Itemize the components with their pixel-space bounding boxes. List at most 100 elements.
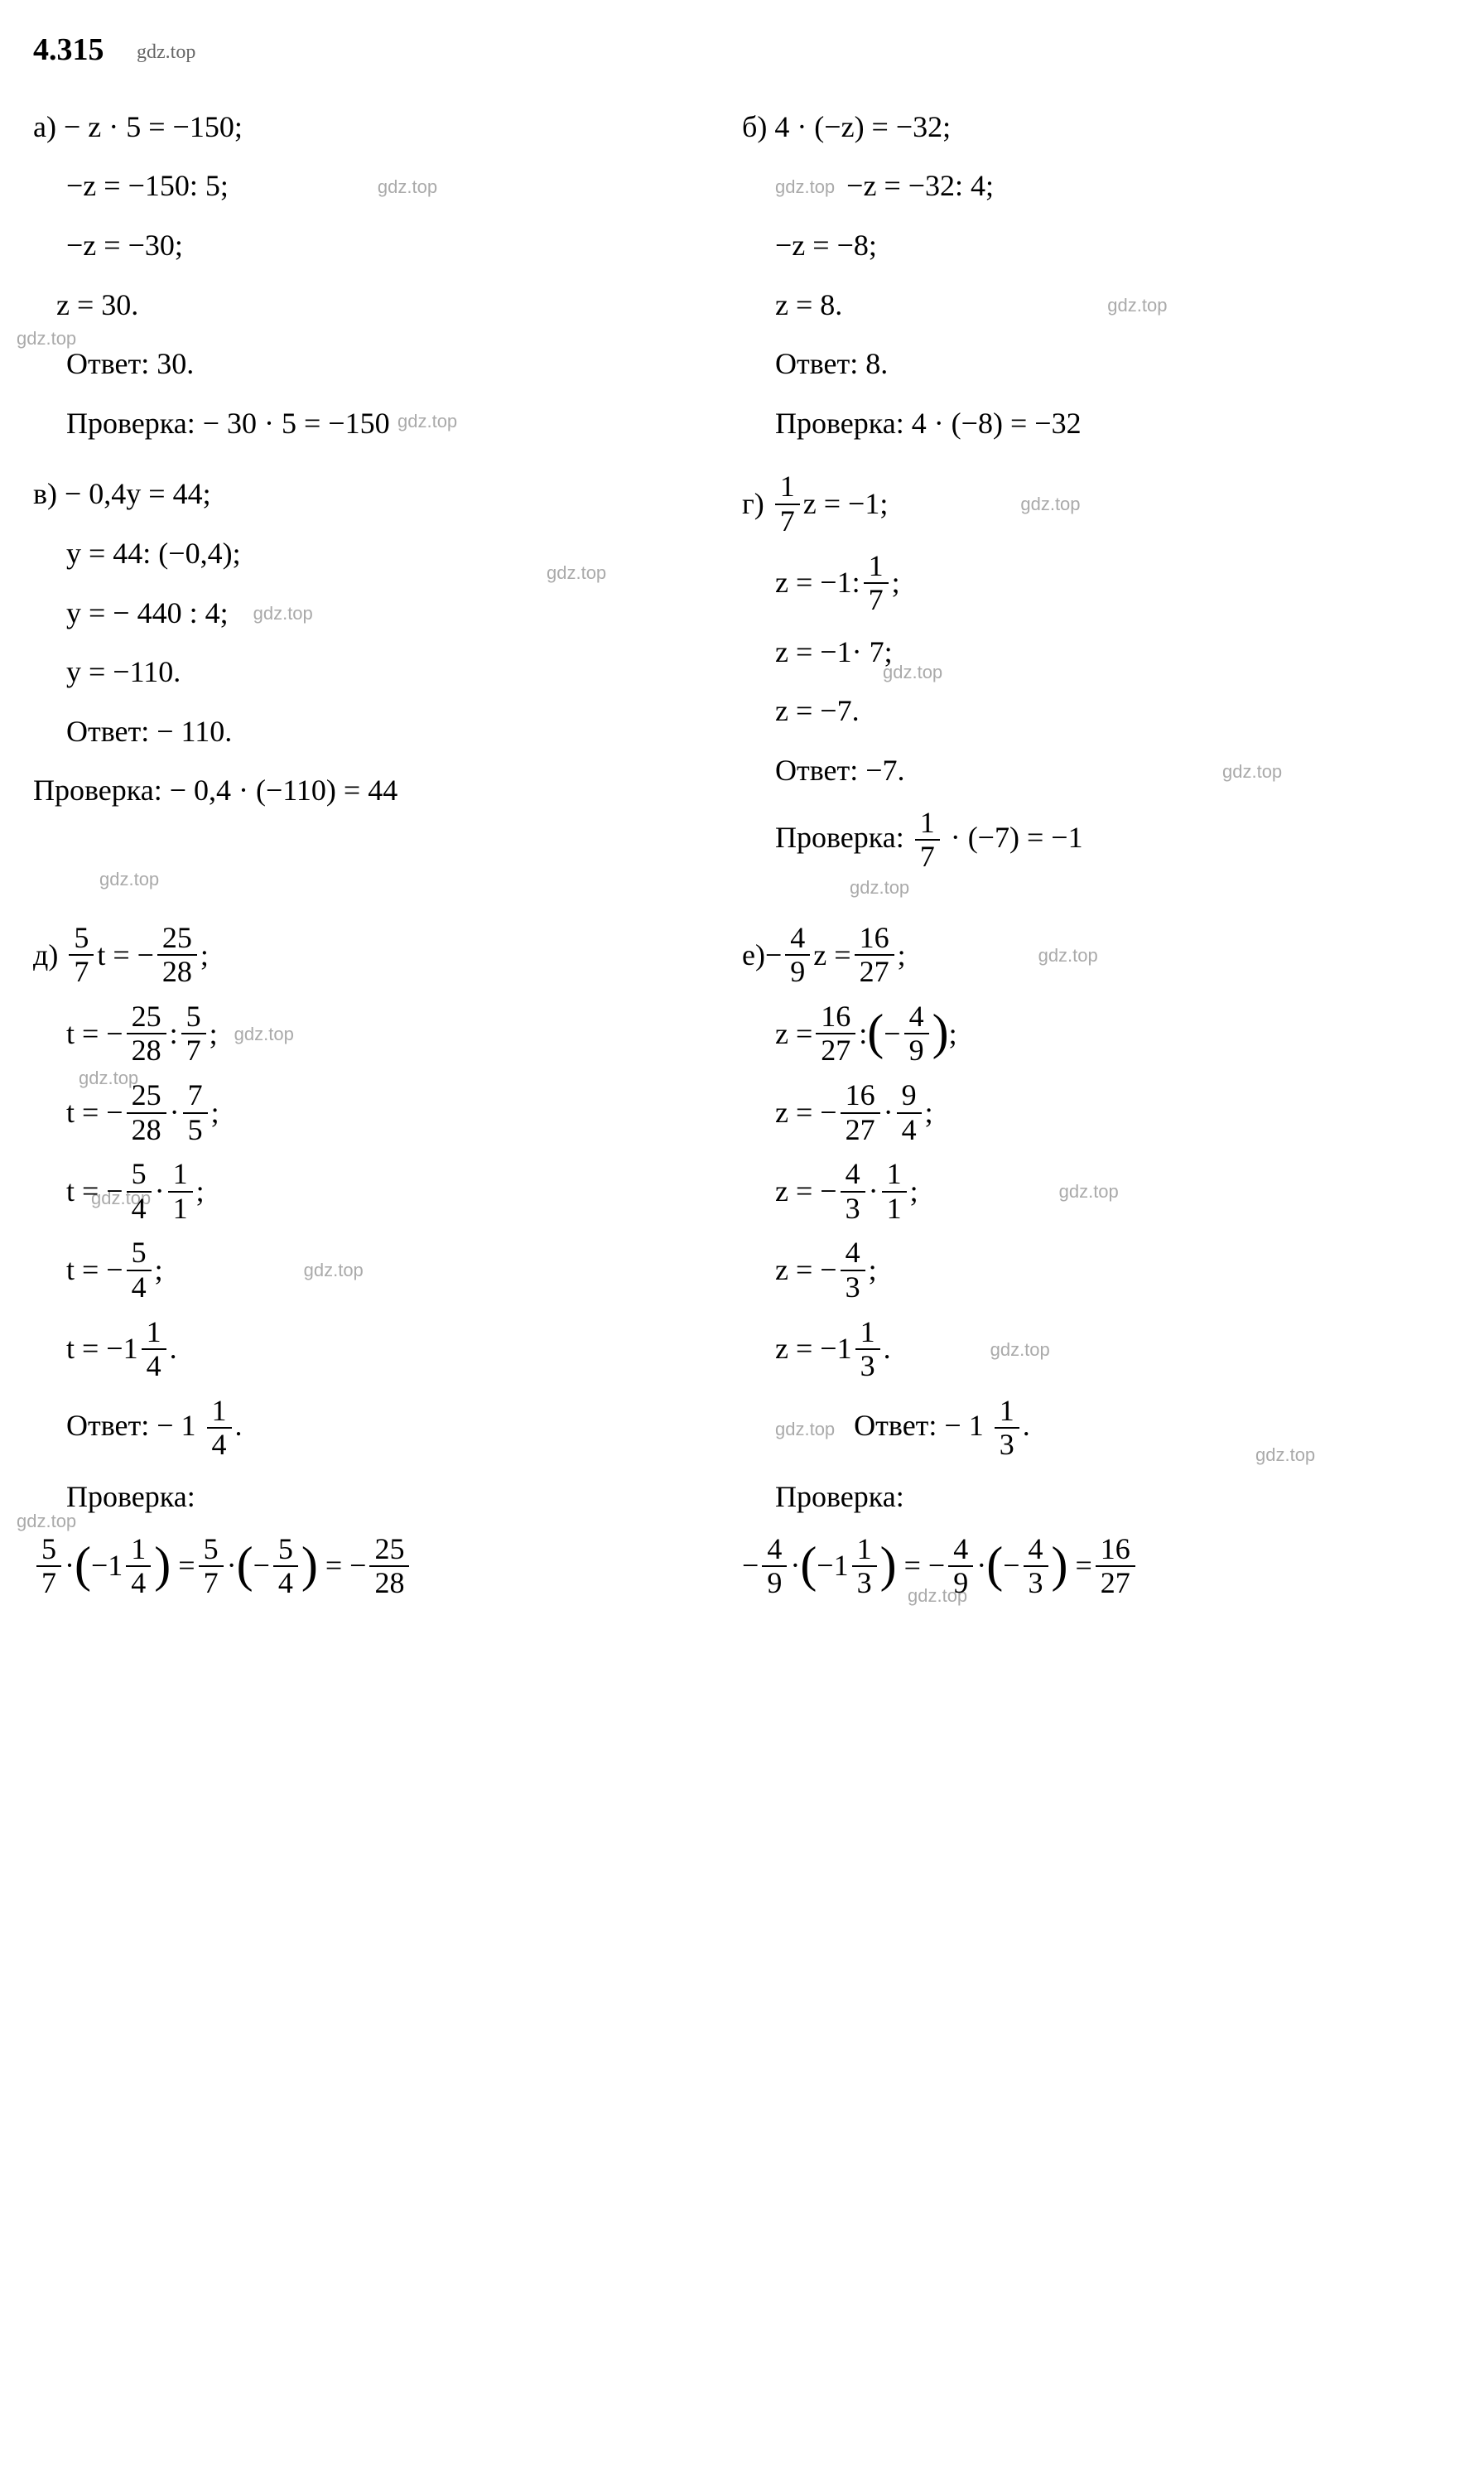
fraction: 75 <box>183 1079 208 1146</box>
watermark: gdz.top <box>398 407 457 436</box>
frac-num: 1 <box>852 1533 877 1568</box>
frac-den: 28 <box>369 1567 409 1600</box>
fraction: 14 <box>207 1395 232 1462</box>
e-check-label: Проверка: <box>775 1473 1451 1521</box>
frac-num: 4 <box>785 922 810 957</box>
a-line1: а) − z · 5 = −150; <box>33 104 742 152</box>
e-eq3a: z = − <box>775 1089 837 1137</box>
d-check-eq: 57 · (−114) = 57 · (−54) = − 2528 <box>33 1533 742 1600</box>
fraction: 17 <box>915 807 940 874</box>
fraction: 2528 <box>127 1079 166 1146</box>
frac-num: 5 <box>127 1237 152 1271</box>
v-label: в) <box>33 470 57 518</box>
paren-close: ) <box>301 1547 318 1582</box>
frac-den: 7 <box>69 956 94 989</box>
e-eq3b: · <box>884 1089 894 1137</box>
paren-close: ) <box>880 1547 897 1582</box>
frac-num: 1 <box>864 550 889 585</box>
frac-den: 1 <box>882 1193 907 1226</box>
op: = − <box>325 1542 367 1590</box>
d-line2: t = − 2528 : 57; gdz.top <box>66 1000 742 1068</box>
frac-den: 9 <box>762 1567 787 1600</box>
fraction: 1627 <box>841 1079 880 1146</box>
frac-num: 1 <box>995 1395 1019 1429</box>
a-line2: −z = −150: 5; gdz.top <box>66 162 742 210</box>
paren-open: ( <box>237 1547 253 1582</box>
d-answer: Ответ: − 1 14. <box>66 1395 742 1462</box>
watermark: gdz.top <box>253 599 313 628</box>
op: = <box>1075 1542 1091 1590</box>
watermark: gdz.top <box>17 1507 76 1535</box>
d-eq2b: : <box>170 1010 178 1058</box>
v-check: Проверка: − 0,4 · (−110) = 44 <box>33 767 742 815</box>
frac-num: 1 <box>882 1158 907 1193</box>
frac-num: 1 <box>126 1533 151 1568</box>
b-eq2: −z = −32: 4; <box>846 162 994 210</box>
frac-den: 7 <box>775 505 800 538</box>
b-eq3: −z = −8; <box>775 222 877 270</box>
d-eq4b: · <box>155 1168 165 1216</box>
frac-den: 7 <box>864 584 889 617</box>
d-line5: t = − 54; gdz.top <box>66 1237 742 1304</box>
e-eq1b: z = <box>813 932 850 980</box>
fraction: 43 <box>1024 1533 1048 1600</box>
frac-den: 5 <box>183 1114 208 1147</box>
e-line1: е) − 49 z = 1627; gdz.top <box>742 922 1451 989</box>
frac-den: 7 <box>36 1567 61 1600</box>
row-vg: в) − 0,4y = 44; y = 44: (−0,4); y = − 44… <box>33 459 1451 885</box>
fraction: 2528 <box>369 1533 409 1600</box>
op: = − <box>904 1542 946 1590</box>
frac-den: 7 <box>915 841 940 874</box>
watermark: gdz.top <box>234 1020 294 1049</box>
g-line3: z = −1· 7; <box>775 629 1451 677</box>
watermark: gdz.top <box>1255 1440 1315 1469</box>
op: − <box>742 1542 759 1590</box>
frac-num: 5 <box>273 1533 298 1568</box>
frac-num: 1 <box>915 807 940 841</box>
b-label: б) <box>742 104 767 152</box>
fraction: 54 <box>273 1533 298 1600</box>
a-label: а) <box>33 104 56 152</box>
paren-close: ) <box>154 1547 171 1582</box>
frac-num: 25 <box>369 1533 409 1568</box>
a-eq4: z = 30. <box>56 282 138 330</box>
d-line4: t = − 54 · 11; <box>66 1158 742 1225</box>
part-b: б) 4 · (−z) = −32; gdz.top −z = −32: 4; … <box>742 92 1451 460</box>
paren-open: ( <box>75 1547 91 1582</box>
watermark: gdz.top <box>1222 757 1282 786</box>
op: · <box>976 1542 986 1590</box>
frac-den: 4 <box>207 1429 232 1462</box>
v-eq1: − 0,4y = 44; <box>65 470 211 518</box>
d-eq3a: t = − <box>66 1089 123 1137</box>
fraction: 1627 <box>816 1000 855 1068</box>
frac-num: 5 <box>36 1533 61 1568</box>
check-label: Проверка: <box>775 820 912 853</box>
d-line1: д) 57 t = − 2528; <box>33 922 742 989</box>
d-ans-text: Ответ: − 1 <box>66 1409 196 1442</box>
frac-den: 4 <box>126 1567 151 1600</box>
g-line1: г) 17 z = −1; gdz.top <box>742 470 1451 538</box>
op: · <box>790 1542 800 1590</box>
brand-label: gdz.top <box>137 41 195 63</box>
v-eq3: y = − 440 : 4; <box>66 590 229 638</box>
op: = <box>178 1542 195 1590</box>
fraction: 2528 <box>127 1000 166 1068</box>
a-eq2: −z = −150: 5; <box>66 162 229 210</box>
frac-den: 3 <box>855 1350 880 1383</box>
fraction: 13 <box>855 1316 880 1383</box>
watermark: gdz.top <box>304 1256 364 1285</box>
a-eq1: − z · 5 = −150; <box>64 104 243 152</box>
frac-num: 16 <box>816 1000 855 1035</box>
d-eq6: t = −1 <box>66 1325 138 1373</box>
b-eq1: 4 · (−z) = −32; <box>774 104 951 152</box>
paren-close: ) <box>932 1015 949 1049</box>
frac-den: 28 <box>157 956 197 989</box>
op: · <box>227 1542 237 1590</box>
watermark: gdz.top <box>1020 489 1080 518</box>
b-eq4: z = 8. <box>775 282 842 330</box>
frac-num: 7 <box>183 1079 208 1114</box>
d-eq5: t = − <box>66 1246 123 1294</box>
b-line4: z = 8. gdz.top <box>775 282 1451 330</box>
fraction: 1627 <box>855 922 894 989</box>
b-line2: gdz.top −z = −32: 4; <box>775 162 1451 210</box>
